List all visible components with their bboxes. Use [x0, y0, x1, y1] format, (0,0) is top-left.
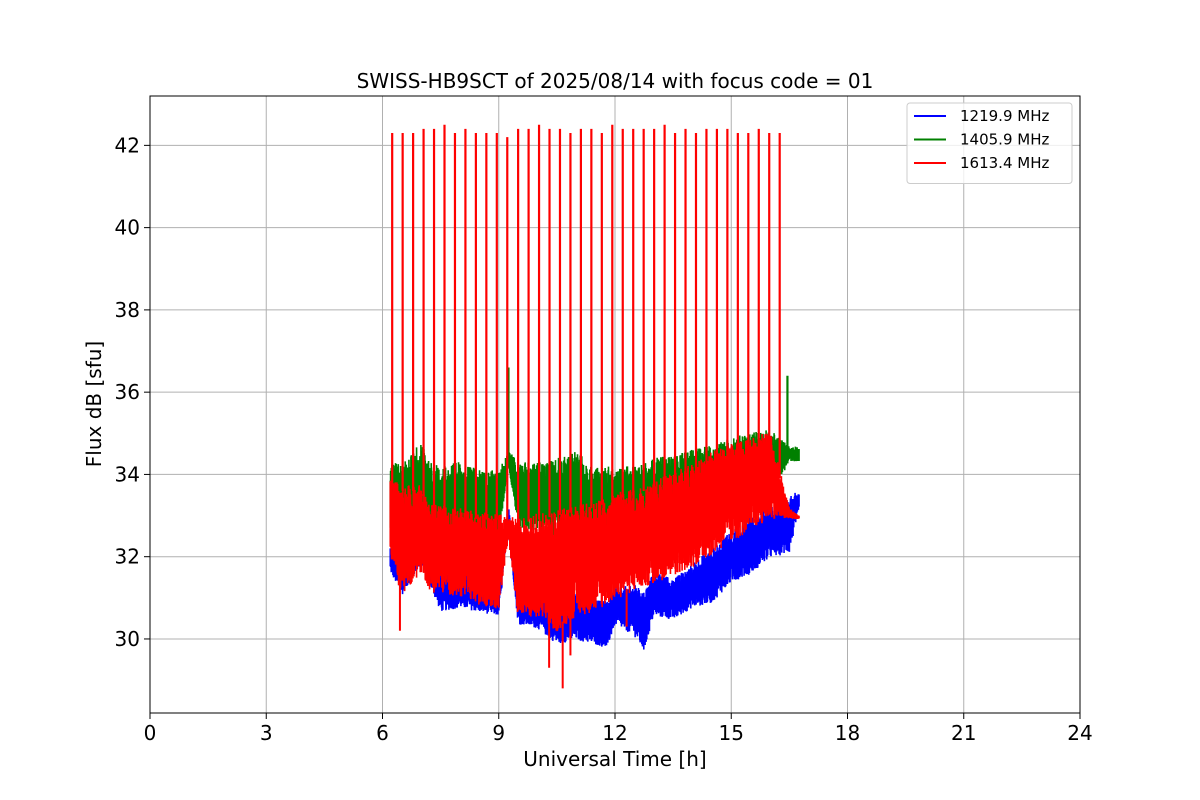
x-tick-label: 18	[835, 721, 860, 745]
y-tick-label: 32	[115, 545, 140, 569]
legend-box	[906, 102, 1073, 184]
y-tick-label: 36	[115, 380, 140, 404]
x-axis-label: Universal Time [h]	[523, 747, 706, 771]
y-axis-label: Flux dB [sfu]	[82, 341, 106, 467]
legend-label: 1613.4 MHz	[960, 154, 1049, 172]
x-tick-label: 3	[260, 721, 273, 745]
series-1613-4-mhz	[389, 124, 800, 689]
y-axis: 30 32 34 36 38 40 42	[115, 133, 150, 651]
legend: 1219.9 MHz 1405.9 MHz 1613.4 MHz	[906, 102, 1073, 184]
chart-title: SWISS-HB9SCT of 2025/08/14 with focus co…	[357, 69, 874, 93]
x-tick-label: 15	[719, 721, 744, 745]
x-tick-label: 12	[602, 721, 627, 745]
y-tick-label: 30	[115, 627, 140, 651]
x-tick-label: 6	[376, 721, 389, 745]
legend-label: 1219.9 MHz	[960, 107, 1049, 125]
legend-label: 1405.9 MHz	[960, 131, 1049, 149]
series-trace-1613-4-mhz	[389, 433, 800, 632]
y-tick-label: 42	[115, 133, 140, 157]
y-tick-label: 34	[115, 462, 140, 486]
series-layer	[389, 124, 800, 689]
y-tick-label: 40	[115, 216, 140, 240]
x-tick-label: 21	[951, 721, 976, 745]
x-tick-label: 9	[492, 721, 505, 745]
x-tick-label: 0	[144, 721, 157, 745]
x-tick-label: 24	[1067, 721, 1092, 745]
x-axis: 0 3 6 9 12 15 18 21 24	[144, 713, 1093, 745]
y-tick-label: 38	[115, 298, 140, 322]
